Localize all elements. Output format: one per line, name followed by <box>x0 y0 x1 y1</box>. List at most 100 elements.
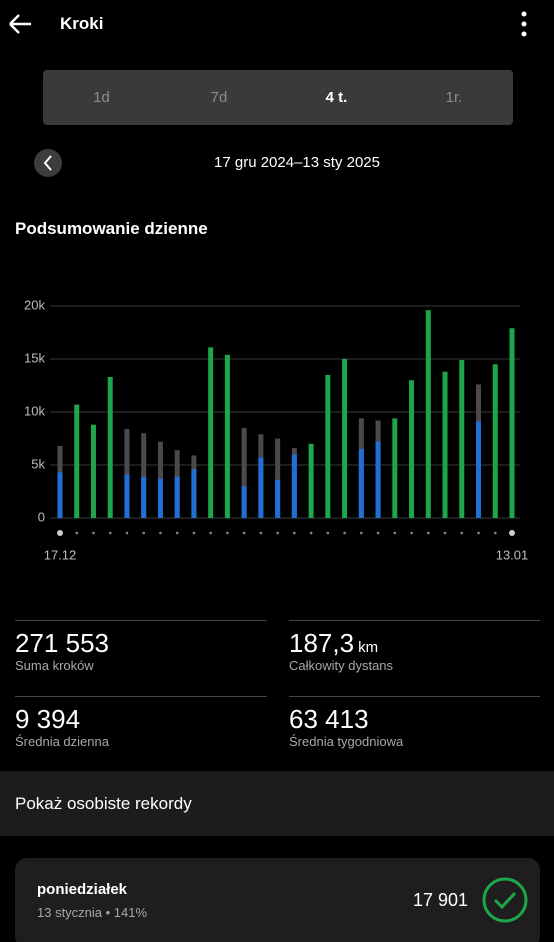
x-dot <box>209 531 212 535</box>
date-range: 17 gru 2024–13 sty 2025 <box>214 154 380 171</box>
x-dot <box>477 531 480 535</box>
stat-label: Suma kroków <box>15 658 94 673</box>
step-bar <box>224 354 230 518</box>
stat-value: 187,3 km <box>289 628 379 658</box>
menu-dot[interactable] <box>521 21 527 27</box>
x-tick-label: 17.12 <box>44 547 77 562</box>
x-dot <box>75 531 79 535</box>
back-arrow[interactable] <box>9 14 31 34</box>
x-dot <box>293 531 296 535</box>
y-tick-label: 10k <box>24 403 45 418</box>
step-bar <box>107 377 113 518</box>
check-icon <box>493 891 517 910</box>
step-bar <box>141 476 147 518</box>
step-bar <box>342 359 348 518</box>
menu-dot[interactable] <box>521 31 527 37</box>
record-day: poniedziałek <box>37 881 128 898</box>
step-bar <box>191 469 197 518</box>
step-bar <box>157 478 163 518</box>
stat-value: 63 413 <box>289 704 369 734</box>
x-dot <box>443 531 447 535</box>
x-dot <box>410 531 413 535</box>
stat-label: Całkowity dystans <box>289 658 394 673</box>
step-bar <box>208 347 214 518</box>
tab[interactable]: 7d <box>210 89 228 106</box>
x-dot <box>175 531 179 535</box>
x-dot <box>343 531 346 535</box>
records-link[interactable]: Pokaż osobiste rekordy <box>15 794 192 813</box>
step-bar <box>392 418 398 518</box>
step-bar <box>409 380 415 518</box>
divider <box>15 696 267 697</box>
step-bar <box>74 404 80 518</box>
x-dot <box>426 531 430 535</box>
goal-bar <box>124 428 130 518</box>
step-bar <box>492 364 498 518</box>
header-title: Kroki <box>60 14 104 33</box>
step-bar <box>124 474 130 518</box>
x-dot <box>326 531 330 535</box>
stat-label: Średnia dzienna <box>15 734 109 749</box>
step-bar <box>308 443 314 518</box>
y-tick-label: 5k <box>31 456 45 471</box>
divider <box>289 696 540 697</box>
step-bar <box>325 374 331 518</box>
step-bar <box>425 310 431 518</box>
tab-bar <box>43 70 513 125</box>
step-bar <box>174 476 180 518</box>
step-bar <box>57 472 63 518</box>
check-circle <box>482 877 528 923</box>
menu-dot[interactable] <box>521 11 527 17</box>
x-dot <box>159 531 162 535</box>
x-dot <box>192 531 196 535</box>
stat-label: Średnia tygodniowa <box>289 734 404 749</box>
step-bar <box>358 449 364 518</box>
tab[interactable]: 4 t. <box>325 89 348 106</box>
tab[interactable]: 1d <box>93 89 110 106</box>
x-dot <box>242 531 246 535</box>
tabs: 1d 7d 4 t. 1r. <box>43 70 513 125</box>
x-dot <box>259 531 263 535</box>
step-bar <box>375 441 381 518</box>
section-title: Podsumowanie dzienne <box>15 219 208 238</box>
record-detail: 13 stycznia • 141% <box>37 905 148 920</box>
x-dot <box>509 530 515 536</box>
step-bar <box>258 457 264 518</box>
x-dot <box>460 531 464 535</box>
x-dot <box>57 530 63 536</box>
y-tick-label: 0 <box>38 509 45 524</box>
step-bar <box>459 360 465 518</box>
record-card[interactable] <box>15 858 540 942</box>
divider <box>289 620 540 621</box>
x-dot <box>376 531 380 535</box>
step-bar <box>291 454 297 518</box>
x-dot <box>125 531 129 535</box>
stat-value: 9 394 <box>15 704 81 734</box>
x-dot <box>142 531 146 535</box>
step-bar <box>275 479 281 518</box>
x-dot <box>226 531 229 535</box>
step-bar <box>442 371 448 518</box>
prev-button[interactable] <box>34 149 62 177</box>
tab[interactable]: 1r. <box>445 89 463 106</box>
record-value: 17 901 <box>412 890 468 910</box>
y-tick-label: 20k <box>24 297 45 312</box>
x-dot <box>108 531 112 535</box>
x-tick-label: 13.01 <box>496 547 529 562</box>
goal-bar <box>241 427 247 518</box>
stat-unit: km <box>358 639 379 656</box>
y-tick-label: 15k <box>24 350 45 365</box>
records-bar[interactable] <box>0 771 554 836</box>
step-bar <box>509 328 515 518</box>
x-dot <box>360 531 363 535</box>
goal-bar <box>275 438 281 518</box>
stat-value: 271 553 <box>15 628 109 658</box>
x-dot <box>393 531 397 535</box>
x-dot <box>276 531 279 535</box>
divider <box>15 620 267 621</box>
step-bar <box>476 421 482 518</box>
goal-bar <box>141 433 147 518</box>
step-bar <box>90 424 96 518</box>
